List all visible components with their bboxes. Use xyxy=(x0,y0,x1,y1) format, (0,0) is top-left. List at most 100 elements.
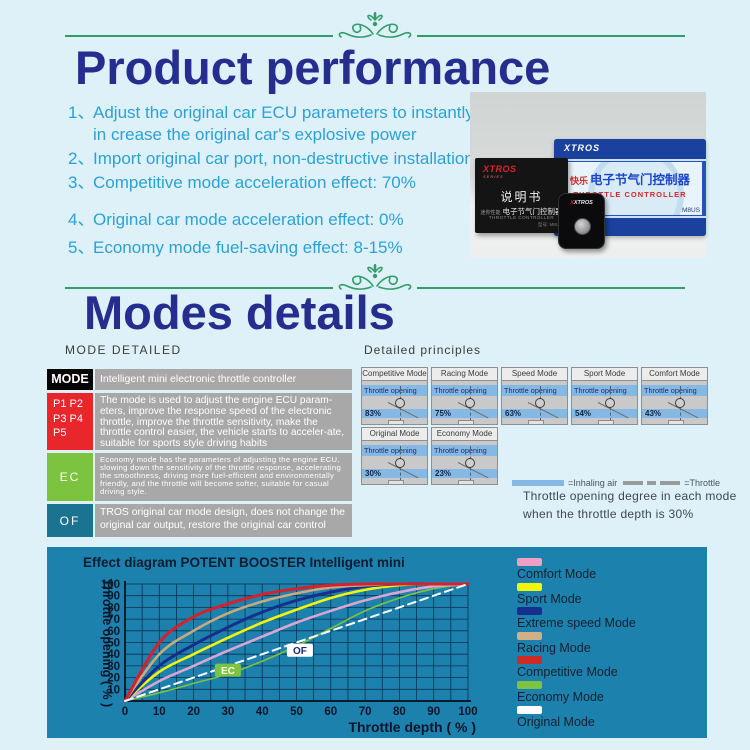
svg-text:100: 100 xyxy=(458,706,477,718)
performance-list: 1、 Adjust the original car ECU parameters… xyxy=(68,102,480,259)
box-title: 快乐 电子节气门控制器 THROTTLE CONTROLLER xyxy=(554,169,706,199)
principle-box: Sport Mode Throttle opening 54% xyxy=(571,367,638,425)
principle-box: Racing Mode Throttle opening 75% xyxy=(431,367,498,425)
box-notch xyxy=(387,480,404,484)
throttle-opening-label: Throttle opening xyxy=(432,385,497,396)
divider-line-left xyxy=(65,287,333,289)
mode-key-cell: EC xyxy=(47,453,93,501)
product-photo: XTROS 快乐 电子节气门控制器 THROTTLE CONTROLLER M8U… xyxy=(470,92,706,258)
y-axis-title: Throttle opening ( % ) xyxy=(100,579,114,707)
throttle-opening-label: Throttle opening xyxy=(432,445,497,456)
x-tick-labels: 0 10 20 30 40 50 60 70 80 90 100 xyxy=(122,706,478,718)
valve-shaft-icon xyxy=(464,458,475,468)
item-text: Adjust the original car ECU parameters t… xyxy=(93,103,474,144)
throttle-opening-value: 43% xyxy=(642,409,707,418)
item-number: 3、 xyxy=(68,173,95,192)
svg-text:70: 70 xyxy=(359,706,372,718)
device-brand-logo: XXTROS xyxy=(570,200,593,206)
inhaling-air-swatch xyxy=(512,480,564,486)
throttle-label: =Throttle xyxy=(684,478,721,488)
x-axis-title: Throttle depth ( % ) xyxy=(348,719,476,735)
divider-line-right xyxy=(417,287,685,289)
principle-boxes-row1: Competitive Mode Throttle opening 83% Ra… xyxy=(361,367,708,425)
manual-subtitle: 迷你性能 电子节气门控制器 xyxy=(480,207,563,216)
item-number: 2、 xyxy=(68,149,95,168)
mode-table-row: P1 P2 P3 P4 P5 The mode is used to adjus… xyxy=(47,393,352,450)
throttle-opening-label: Throttle opening xyxy=(572,385,637,396)
effect-diagram-panel: Effect diagram POTENT BOOSTER Intelligen… xyxy=(47,547,707,738)
box-notch xyxy=(457,420,474,424)
manual-title: 说明书 xyxy=(500,190,543,204)
svg-text:90: 90 xyxy=(427,706,440,718)
mode-key-cell: OF xyxy=(47,504,93,537)
principles-legend: =Inhaling air =Throttle xyxy=(512,478,720,488)
box-stripe-top xyxy=(554,139,706,161)
throttle-opening-value: 23% xyxy=(432,469,497,478)
box-title-en: THROTTLE CONTROLLER xyxy=(573,190,687,199)
product-manual: XTROS SERIES 说明书 迷你性能 电子节气门控制器 THROTTLE CO… xyxy=(475,158,568,233)
legend-label: Economy Mode xyxy=(517,689,604,704)
box-panel xyxy=(558,162,702,215)
legend-swatch xyxy=(517,680,542,689)
performance-list-item: 5、 Economy mode fuel-saving effect: 8-15% xyxy=(68,237,480,259)
section-divider xyxy=(65,260,685,294)
svg-text:80: 80 xyxy=(107,602,120,614)
valve-shaft-icon xyxy=(394,458,405,468)
principles-caption-line2: when the throttle depth is 30% xyxy=(523,507,694,521)
legend-swatch xyxy=(517,631,542,640)
principle-box-diagram: Throttle opening 63% xyxy=(501,381,568,425)
device-button xyxy=(573,218,591,235)
performance-list-item: 4、 Original car mode acceleration effect:… xyxy=(68,209,480,231)
mode-table-row: EC Economy mode has the parameters of ad… xyxy=(47,453,352,501)
legend-label: Extreme speed Mode xyxy=(517,616,636,631)
principle-box-diagram: Throttle opening 54% xyxy=(571,381,638,425)
valve-shaft-icon xyxy=(604,398,615,408)
svg-text:60: 60 xyxy=(324,706,337,718)
top-divider xyxy=(65,8,685,42)
flourish-icon xyxy=(338,263,412,290)
box-notch xyxy=(667,420,684,424)
svg-text:30: 30 xyxy=(222,706,235,718)
legend-label: Original Mode xyxy=(517,714,595,729)
mode-table-row: OF TROS original car mode design, does n… xyxy=(47,504,352,537)
svg-text:100: 100 xyxy=(101,579,120,591)
box-title-prefix: 快乐 xyxy=(569,176,588,186)
throttle-opening-value: 54% xyxy=(572,409,637,418)
mode-table-row: MODE Intelligent mini electronic throttl… xyxy=(47,369,352,390)
principle-box-diagram: Throttle opening 30% xyxy=(361,441,428,485)
performance-list-item: 1、 Adjust the original car ECU parameters… xyxy=(68,102,480,146)
curve-original-mode xyxy=(124,583,469,702)
legend-label: Comfort Mode xyxy=(517,567,597,581)
legend-label: Competitive Mode xyxy=(517,665,618,680)
legend-item: Extreme speed Mode xyxy=(517,607,636,632)
inhaling-air-label: =Inhaling air xyxy=(568,478,618,488)
effect-diagram-chart: Effect diagram POTENT BOOSTER Intelligen… xyxy=(83,555,478,735)
modes-title: Modes details xyxy=(84,286,395,339)
box-notch xyxy=(527,420,544,424)
legend-swatch xyxy=(517,705,542,714)
box-notch xyxy=(597,420,614,424)
throttle-opening-value: 75% xyxy=(432,409,497,418)
principle-box-diagram: Throttle opening 43% xyxy=(641,381,708,425)
item-text: Economy mode fuel-saving effect: 8-15% xyxy=(93,238,403,257)
item-number: 5、 xyxy=(68,238,95,257)
mode-table: MODE Intelligent mini electronic throttl… xyxy=(47,369,352,537)
legend-item: Comfort Mode xyxy=(517,558,636,583)
legend-item: Racing Mode xyxy=(517,631,636,657)
throttle-controller-device: XXTROS xyxy=(558,193,605,249)
box-notch xyxy=(387,420,404,424)
principle-box: Original Mode Throttle opening 30% xyxy=(361,427,428,485)
principle-box-title: Competitive Mode xyxy=(361,367,428,381)
box-brand-logo: XTROS xyxy=(564,143,601,153)
chart-axes xyxy=(124,581,471,702)
svg-text:40: 40 xyxy=(256,706,269,718)
svg-text:10: 10 xyxy=(107,684,120,696)
curve-competitive-mode xyxy=(123,582,470,703)
principle-box-title: Comfort Mode xyxy=(641,367,708,381)
legend-item: Sport Mode xyxy=(517,582,636,608)
legend-swatch xyxy=(517,558,542,566)
svg-text:30: 30 xyxy=(107,661,120,673)
throttle-opening-label: Throttle opening xyxy=(502,385,567,396)
throttle-opening-value: 83% xyxy=(362,409,427,418)
